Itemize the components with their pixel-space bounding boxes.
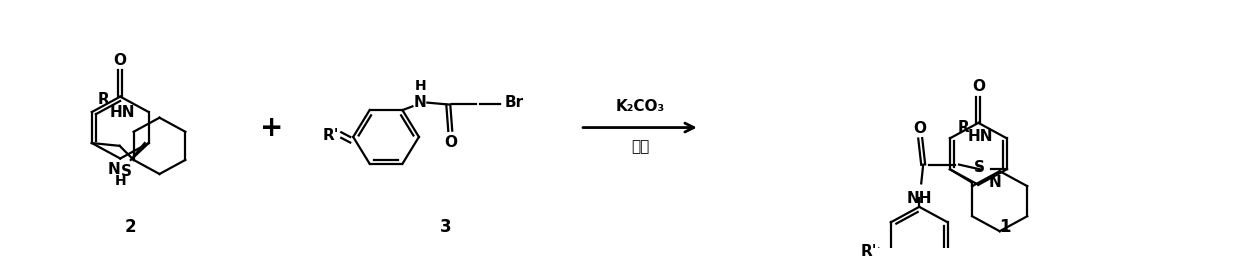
Text: Br: Br <box>505 95 525 110</box>
Text: H: H <box>414 79 427 93</box>
Text: NH: NH <box>906 191 932 206</box>
Text: 1: 1 <box>999 218 1011 236</box>
Text: S: S <box>973 160 985 175</box>
Text: R': R' <box>322 128 340 143</box>
Text: O: O <box>114 52 126 68</box>
Text: O: O <box>972 79 985 94</box>
Text: S: S <box>122 164 133 179</box>
Text: N: N <box>988 175 1001 191</box>
Text: N: N <box>414 95 427 110</box>
Text: R: R <box>98 92 109 107</box>
Text: HN: HN <box>109 105 135 120</box>
Text: O: O <box>914 121 926 135</box>
Text: R: R <box>959 120 970 135</box>
Text: N: N <box>108 162 120 177</box>
Text: K₂CO₃: K₂CO₃ <box>615 99 665 114</box>
Text: 3: 3 <box>440 218 451 236</box>
Text: O: O <box>444 134 456 150</box>
Text: 2: 2 <box>124 218 136 236</box>
Text: H: H <box>114 174 126 187</box>
Text: 吡啶: 吡啶 <box>631 139 649 154</box>
Text: R': R' <box>861 244 877 259</box>
Text: +: + <box>260 114 283 141</box>
Text: HN: HN <box>967 129 993 144</box>
